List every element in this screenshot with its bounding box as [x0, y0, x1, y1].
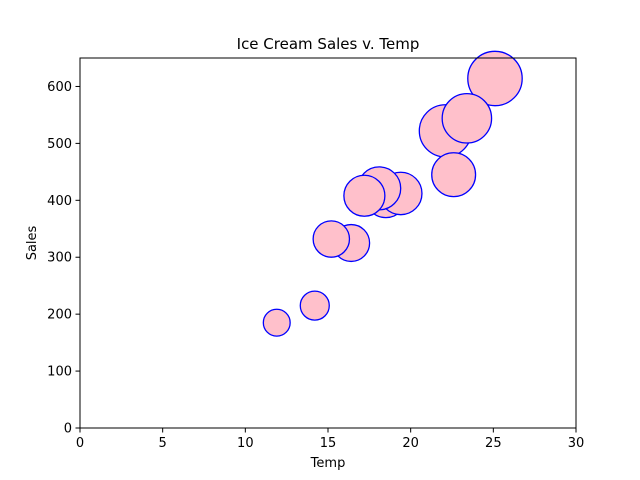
x-axis-label: Temp — [310, 456, 346, 471]
y-tick-label-0: 0 — [64, 422, 72, 437]
scatter-point-8 — [441, 92, 493, 144]
scatter-point-1 — [299, 290, 330, 321]
scatter-point-11 — [343, 174, 386, 217]
x-tick-label-6: 30 — [568, 436, 585, 451]
chart-title: Ice Cream Sales v. Temp — [237, 35, 420, 53]
x-tick-label-4: 20 — [402, 436, 419, 451]
y-tick-label-3: 300 — [47, 251, 72, 266]
y-tick-label-5: 500 — [47, 137, 72, 152]
scatter-point-3 — [312, 220, 351, 258]
y-tick-label-2: 200 — [47, 308, 72, 323]
scatter-point-0 — [262, 308, 291, 337]
x-tick-label-2: 10 — [237, 436, 254, 451]
x-tick-label-0: 0 — [76, 436, 84, 451]
y-tick-label-6: 600 — [47, 80, 72, 95]
points-layer — [262, 50, 523, 337]
y-axis-label: Sales — [25, 225, 40, 260]
x-tick-label-3: 15 — [320, 436, 337, 451]
scatter-point-7 — [467, 50, 523, 107]
scatter-point-10 — [431, 152, 477, 198]
y-tick-label-1: 100 — [47, 365, 72, 380]
x-tick-label-1: 5 — [159, 436, 167, 451]
x-axis: 0 5 10 15 20 25 30 — [76, 428, 584, 451]
y-tick-label-4: 400 — [47, 194, 72, 209]
y-axis: 0 100 200 300 400 500 600 — [47, 80, 80, 437]
x-tick-label-5: 25 — [485, 436, 502, 451]
